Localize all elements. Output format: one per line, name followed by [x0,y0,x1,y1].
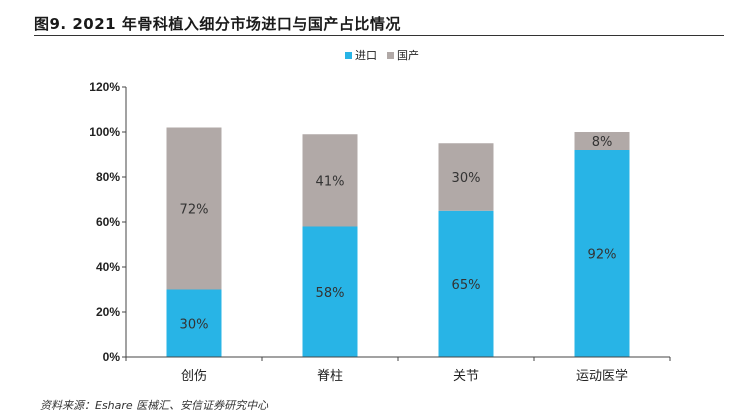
data-label: 58% [316,286,345,301]
y-tick-label: 0% [103,350,121,364]
legend-swatch [345,52,352,59]
data-label: 72% [180,203,209,218]
legend-label: 进口 [355,49,377,62]
bar-domestic-3 [574,132,630,150]
y-tick-label: 100% [89,125,120,139]
y-axis: 0% 20% 40% 60% 80% 100% 120% [89,80,127,364]
x-tick-label: 运动医学 [576,368,628,384]
source-note: 资料来源：Eshare 医械汇、安信证券研究中心 [40,399,269,412]
y-tick-label: 120% [89,80,120,94]
legend: 进口 国产 [345,48,419,62]
data-label: 41% [316,174,345,189]
bar-import-3 [574,150,630,357]
x-axis: 创伤 脊柱 关节 运动医学 [125,356,671,384]
x-tick-label: 创伤 [181,369,207,384]
legend-swatch [387,52,394,59]
y-tick-label: 20% [96,305,120,319]
data-label: 30% [180,317,209,332]
bar-import-1 [302,226,358,357]
bars: 30% 72% 58% 41% 65% 30% 92% 8% [166,127,630,357]
y-tick-label: 60% [96,215,120,229]
x-tick-label: 关节 [453,369,479,384]
bar-import-0 [166,289,222,357]
data-label: 8% [592,135,613,150]
chart-title: 图9. 2021 年骨科植入细分市场进口与国产占比情况 [34,15,401,33]
data-label: 30% [452,171,481,186]
bar-domestic-1 [302,134,358,227]
x-tick-label: 脊柱 [317,369,343,384]
y-tick-label: 40% [96,260,120,274]
bar-domestic-0 [166,127,222,290]
bar-domestic-2 [438,143,494,211]
bar-import-2 [438,210,494,357]
data-label: 65% [452,278,481,293]
data-label: 92% [588,248,617,263]
y-tick-label: 80% [96,170,120,184]
title-divider [34,35,724,36]
legend-label: 国产 [397,48,419,62]
